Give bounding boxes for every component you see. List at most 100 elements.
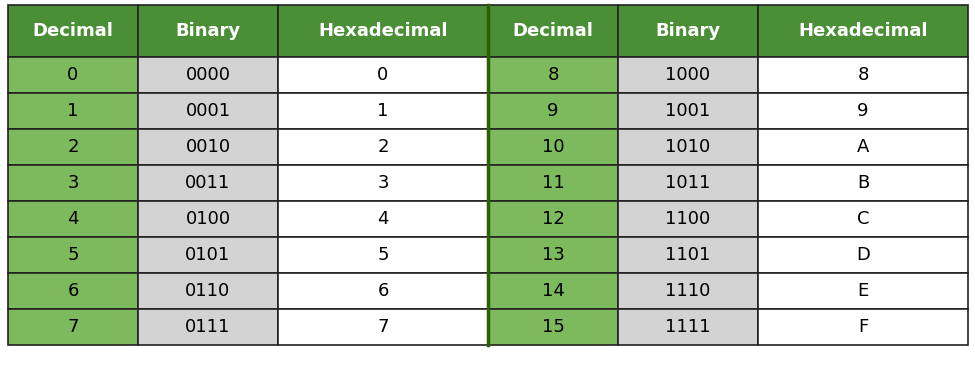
Bar [278,201,488,237]
Text: 0111: 0111 [185,318,231,336]
Text: C: C [857,210,870,228]
Text: 0011: 0011 [185,174,231,192]
Text: 2: 2 [67,138,79,156]
Text: 1111: 1111 [665,318,711,336]
Bar [758,129,968,165]
Bar [618,237,758,273]
Text: 9: 9 [857,102,869,120]
Bar [488,57,618,93]
Bar [138,129,278,165]
Bar [138,93,278,129]
Bar [618,93,758,129]
Bar [618,309,758,345]
Bar [488,237,618,273]
Text: 10: 10 [542,138,565,156]
Bar [488,129,618,165]
Text: 0100: 0100 [185,210,230,228]
Bar [758,5,968,57]
Bar [278,93,488,129]
Text: Binary: Binary [176,22,241,40]
Text: 1: 1 [377,102,389,120]
Bar [278,309,488,345]
Text: 13: 13 [541,246,565,264]
Text: 0: 0 [67,66,79,84]
Bar [758,273,968,309]
Text: 0110: 0110 [185,282,231,300]
Bar [8,5,138,57]
Text: 3: 3 [377,174,389,192]
Text: 1010: 1010 [665,138,711,156]
Text: 0: 0 [377,66,389,84]
Bar [138,201,278,237]
Bar [618,165,758,201]
Text: 5: 5 [377,246,389,264]
Bar [758,57,968,93]
Bar [138,5,278,57]
Bar [488,309,618,345]
Text: 0000: 0000 [185,66,230,84]
Text: 4: 4 [67,210,79,228]
Bar [488,201,618,237]
Text: 6: 6 [377,282,389,300]
Text: 4: 4 [377,210,389,228]
Bar [618,57,758,93]
Text: 1011: 1011 [665,174,711,192]
Text: 7: 7 [377,318,389,336]
Bar [758,237,968,273]
Text: 0001: 0001 [185,102,230,120]
Bar [8,57,138,93]
Bar [278,5,488,57]
Text: Hexadecimal: Hexadecimal [318,22,448,40]
Text: 7: 7 [67,318,79,336]
Text: 11: 11 [542,174,565,192]
Bar [138,165,278,201]
Bar [138,309,278,345]
Text: F: F [858,318,868,336]
Text: E: E [857,282,869,300]
Bar [278,129,488,165]
Text: 1: 1 [67,102,79,120]
Text: Binary: Binary [655,22,721,40]
Text: 1101: 1101 [665,246,711,264]
Bar [618,129,758,165]
Bar [8,93,138,129]
Text: 12: 12 [541,210,565,228]
Text: 0010: 0010 [185,138,230,156]
Bar [8,129,138,165]
Text: 0101: 0101 [185,246,231,264]
Bar [278,165,488,201]
Text: Decimal: Decimal [513,22,594,40]
Bar [278,273,488,309]
Text: 1100: 1100 [665,210,711,228]
Text: 1000: 1000 [665,66,711,84]
Text: 1001: 1001 [665,102,711,120]
Bar [758,309,968,345]
Bar [618,5,758,57]
Bar [488,5,618,57]
Bar [758,165,968,201]
Text: Decimal: Decimal [32,22,113,40]
Bar [138,57,278,93]
Bar [758,201,968,237]
Text: 9: 9 [547,102,559,120]
Bar [488,165,618,201]
Bar [138,237,278,273]
Bar [138,273,278,309]
Text: 3: 3 [67,174,79,192]
Bar [278,57,488,93]
Text: Hexadecimal: Hexadecimal [799,22,928,40]
Text: 8: 8 [547,66,559,84]
Text: 6: 6 [67,282,79,300]
Bar [488,273,618,309]
Text: B: B [857,174,869,192]
Text: 1110: 1110 [665,282,711,300]
Text: 2: 2 [377,138,389,156]
Text: 15: 15 [541,318,565,336]
Bar [618,273,758,309]
Bar [488,93,618,129]
Text: 14: 14 [541,282,565,300]
Bar [758,93,968,129]
Bar [8,309,138,345]
Bar [618,201,758,237]
Bar [278,237,488,273]
